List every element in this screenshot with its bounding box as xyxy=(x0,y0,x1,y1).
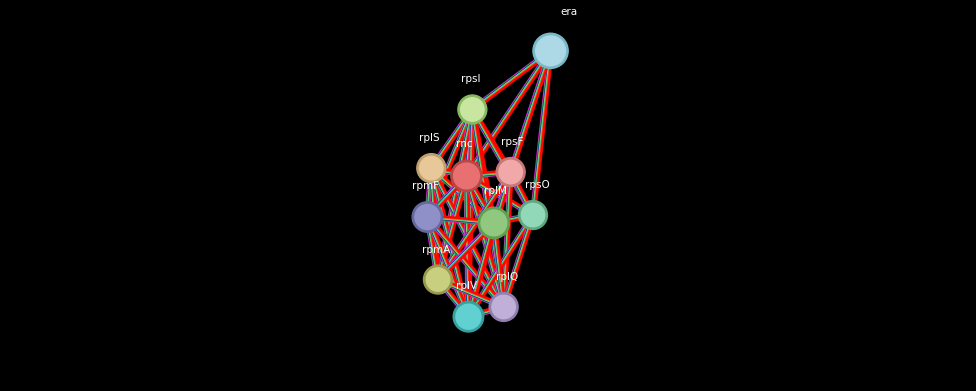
Text: rplQ: rplQ xyxy=(497,272,518,282)
Text: rpsF: rpsF xyxy=(502,137,524,147)
Circle shape xyxy=(533,33,568,68)
Circle shape xyxy=(424,265,453,294)
Text: era: era xyxy=(560,7,578,17)
Circle shape xyxy=(453,301,484,332)
Circle shape xyxy=(478,207,509,239)
Text: rpmF: rpmF xyxy=(412,181,439,191)
Circle shape xyxy=(461,98,484,121)
Circle shape xyxy=(489,292,518,321)
Text: rpsI: rpsI xyxy=(461,74,480,84)
Circle shape xyxy=(451,160,482,192)
Circle shape xyxy=(496,158,525,187)
Circle shape xyxy=(481,210,507,236)
Circle shape xyxy=(518,201,548,230)
Text: rnc: rnc xyxy=(456,139,472,149)
Text: rpmA: rpmA xyxy=(422,244,450,255)
Circle shape xyxy=(454,163,479,189)
Circle shape xyxy=(420,156,443,180)
Text: rplV: rplV xyxy=(456,281,477,291)
Circle shape xyxy=(499,160,522,184)
Circle shape xyxy=(427,268,450,291)
Circle shape xyxy=(415,204,440,230)
Circle shape xyxy=(417,154,446,183)
Circle shape xyxy=(492,295,515,319)
Circle shape xyxy=(412,202,443,232)
Circle shape xyxy=(456,304,481,329)
Text: rplM: rplM xyxy=(484,186,508,196)
Circle shape xyxy=(521,203,545,227)
Text: rplS: rplS xyxy=(419,133,439,143)
Circle shape xyxy=(458,95,487,124)
Circle shape xyxy=(536,36,565,66)
Text: rpsO: rpsO xyxy=(524,180,549,190)
